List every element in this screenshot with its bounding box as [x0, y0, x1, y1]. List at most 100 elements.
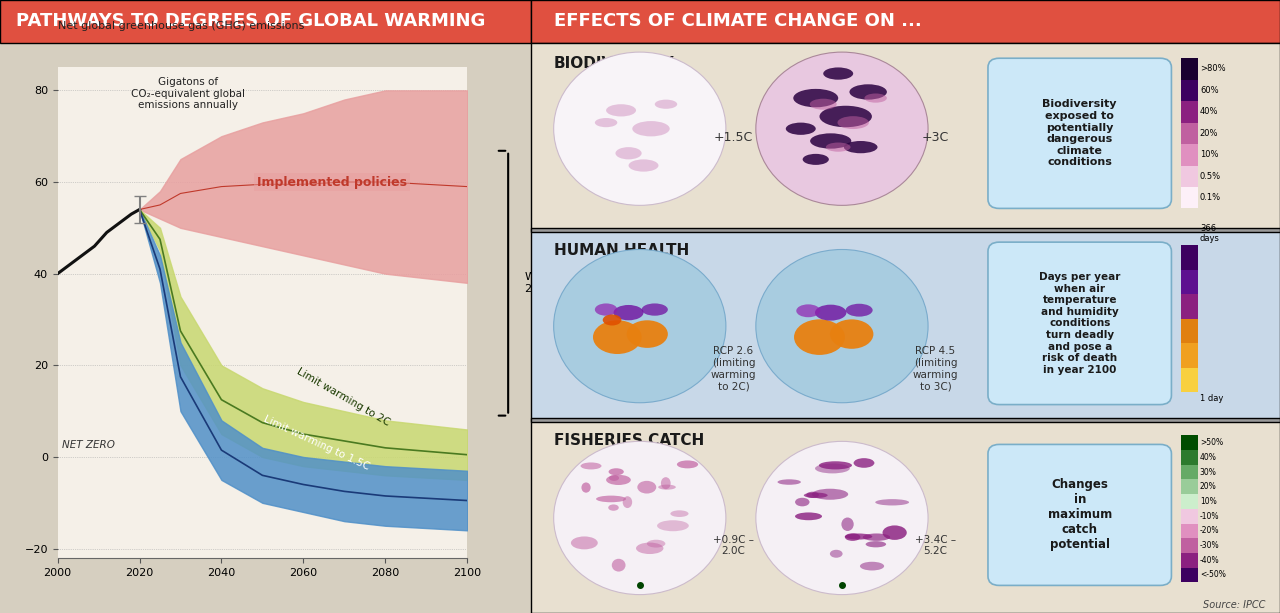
Text: Implemented policies: Implemented policies [257, 175, 407, 189]
Text: HUMAN HEALTH: HUMAN HEALTH [554, 243, 689, 258]
Text: Source: IPCC: Source: IPCC [1203, 600, 1265, 610]
Ellipse shape [607, 475, 631, 485]
Ellipse shape [554, 249, 726, 403]
Text: PATHWAYS TO DEGREES OF GLOBAL WARMING: PATHWAYS TO DEGREES OF GLOBAL WARMING [15, 12, 485, 31]
Ellipse shape [596, 495, 626, 502]
Text: Changes
in
maximum
catch
potential: Changes in maximum catch potential [1047, 478, 1112, 552]
Ellipse shape [845, 533, 872, 539]
Ellipse shape [810, 99, 837, 110]
Ellipse shape [803, 154, 829, 165]
Ellipse shape [829, 319, 873, 349]
Ellipse shape [846, 303, 873, 316]
Text: BIODIVERSITY: BIODIVERSITY [554, 56, 675, 71]
FancyBboxPatch shape [531, 418, 1280, 422]
Ellipse shape [812, 489, 849, 500]
Text: Warming of
2.2C to 3.5C: Warming of 2.2C to 3.5C [525, 272, 594, 294]
Ellipse shape [646, 539, 666, 547]
FancyBboxPatch shape [531, 0, 1280, 43]
Ellipse shape [854, 458, 874, 468]
Ellipse shape [804, 493, 828, 498]
Text: 20%: 20% [1199, 129, 1219, 138]
Text: 40%: 40% [1199, 107, 1219, 116]
Ellipse shape [671, 511, 689, 517]
FancyBboxPatch shape [1181, 435, 1198, 450]
FancyBboxPatch shape [1181, 494, 1198, 509]
Text: 0.5%: 0.5% [1199, 172, 1221, 181]
Ellipse shape [794, 319, 845, 355]
Ellipse shape [815, 305, 846, 321]
Ellipse shape [637, 481, 657, 493]
Text: RCP 4.5
(limiting
warming
to 3C): RCP 4.5 (limiting warming to 3C) [913, 346, 959, 391]
Ellipse shape [581, 462, 602, 470]
Text: 10%: 10% [1199, 150, 1219, 159]
Ellipse shape [595, 118, 617, 127]
Ellipse shape [863, 533, 890, 541]
Ellipse shape [860, 562, 884, 571]
FancyBboxPatch shape [1181, 245, 1198, 270]
Text: -10%: -10% [1199, 512, 1220, 520]
FancyBboxPatch shape [1181, 538, 1198, 553]
FancyBboxPatch shape [1181, 166, 1198, 187]
Text: 40%: 40% [1199, 453, 1217, 462]
Text: 366
days: 366 days [1199, 224, 1220, 243]
Ellipse shape [593, 320, 641, 354]
Ellipse shape [882, 525, 906, 540]
FancyBboxPatch shape [1181, 524, 1198, 538]
Text: 0.1%: 0.1% [1199, 193, 1221, 202]
Ellipse shape [609, 475, 620, 481]
Ellipse shape [864, 94, 887, 103]
FancyBboxPatch shape [988, 242, 1171, 405]
FancyBboxPatch shape [1181, 58, 1198, 80]
FancyBboxPatch shape [1181, 568, 1198, 582]
FancyBboxPatch shape [1181, 450, 1198, 465]
Ellipse shape [810, 133, 851, 149]
Text: NET ZERO: NET ZERO [61, 440, 115, 450]
Ellipse shape [677, 460, 698, 468]
FancyBboxPatch shape [0, 0, 531, 43]
Ellipse shape [795, 512, 822, 520]
FancyBboxPatch shape [1181, 144, 1198, 166]
Ellipse shape [612, 559, 626, 571]
Text: +3C: +3C [922, 131, 950, 145]
FancyBboxPatch shape [1181, 270, 1198, 294]
Ellipse shape [819, 105, 872, 127]
FancyBboxPatch shape [1181, 465, 1198, 479]
Ellipse shape [777, 479, 801, 485]
FancyBboxPatch shape [1181, 509, 1198, 524]
Ellipse shape [554, 441, 726, 595]
Text: 30%: 30% [1199, 468, 1217, 476]
Ellipse shape [571, 536, 598, 549]
Ellipse shape [554, 52, 726, 205]
Ellipse shape [627, 320, 668, 348]
Ellipse shape [755, 249, 928, 403]
Text: >80%: >80% [1199, 64, 1225, 74]
FancyBboxPatch shape [1181, 343, 1198, 368]
Text: Net global greenhouse gas (GHG) emissions: Net global greenhouse gas (GHG) emission… [58, 21, 303, 31]
Ellipse shape [632, 121, 669, 136]
FancyBboxPatch shape [1181, 187, 1198, 208]
Ellipse shape [658, 485, 676, 490]
Ellipse shape [829, 550, 842, 558]
Text: Biodiversity
exposed to
potentially
dangerous
climate
conditions: Biodiversity exposed to potentially dang… [1042, 99, 1117, 167]
Ellipse shape [794, 89, 838, 107]
Ellipse shape [786, 123, 815, 135]
Text: 20%: 20% [1199, 482, 1216, 491]
Text: 60%: 60% [1199, 86, 1219, 95]
Ellipse shape [622, 496, 632, 508]
FancyBboxPatch shape [531, 43, 1280, 230]
Ellipse shape [603, 314, 621, 326]
Ellipse shape [608, 468, 623, 475]
Text: 1 day: 1 day [1199, 394, 1224, 403]
FancyBboxPatch shape [1181, 479, 1198, 494]
Text: +1.5C: +1.5C [714, 131, 753, 145]
Ellipse shape [850, 84, 887, 100]
Ellipse shape [837, 116, 869, 129]
FancyBboxPatch shape [1181, 80, 1198, 101]
FancyBboxPatch shape [531, 230, 1280, 420]
Ellipse shape [755, 52, 928, 205]
FancyBboxPatch shape [531, 420, 1280, 613]
Ellipse shape [660, 477, 671, 489]
Text: +3.4C –
5.2C: +3.4C – 5.2C [915, 535, 956, 556]
Ellipse shape [755, 441, 928, 595]
Ellipse shape [608, 504, 618, 511]
